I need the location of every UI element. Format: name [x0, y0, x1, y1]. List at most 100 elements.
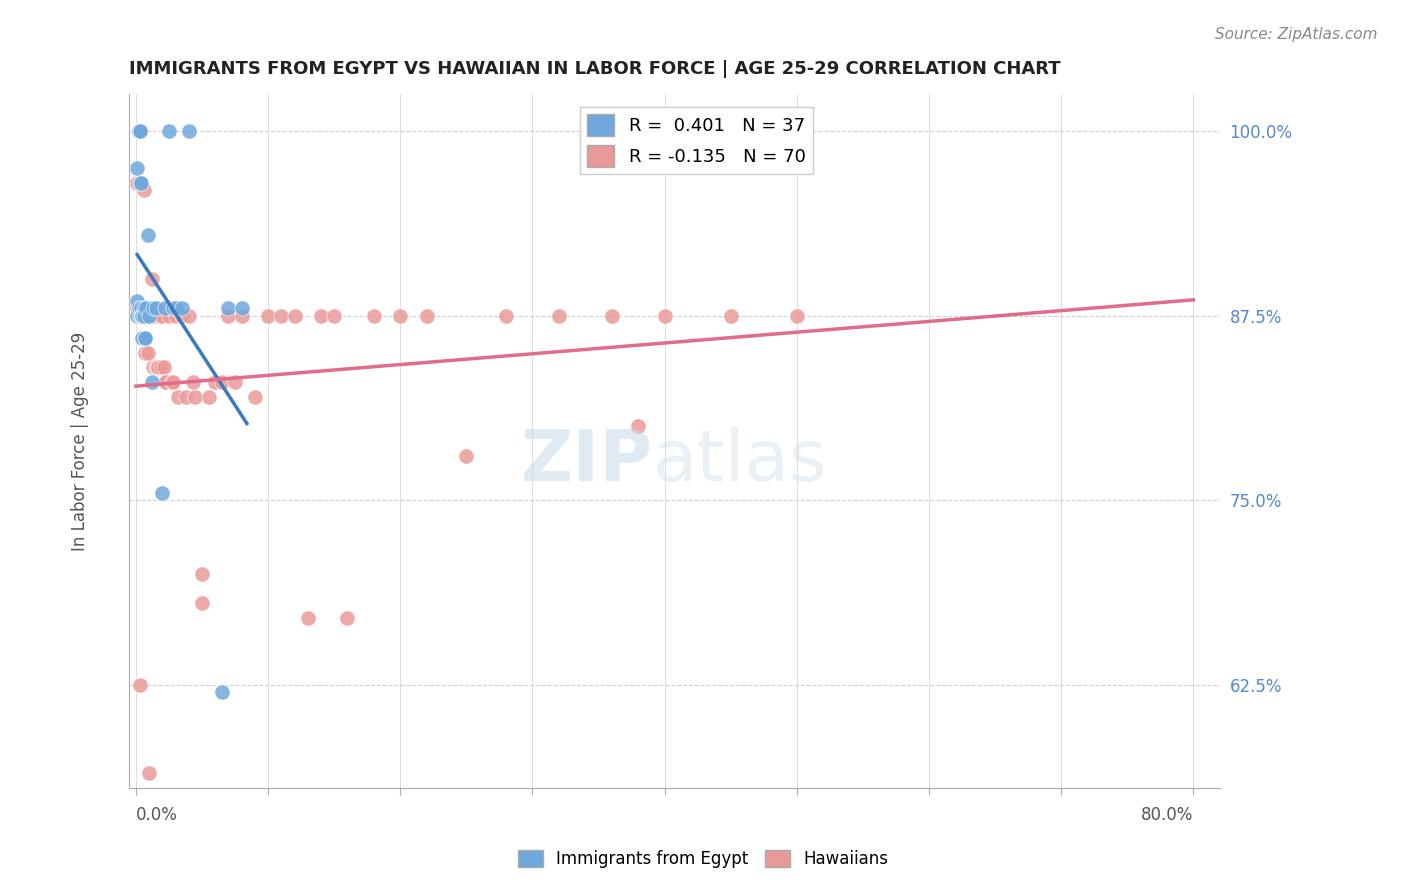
- Point: [211, 375, 233, 389]
- Point: [131, 309, 153, 323]
- Point: [128, 124, 150, 138]
- Point: [153, 301, 176, 316]
- Point: [211, 685, 233, 699]
- Text: ZIP: ZIP: [520, 427, 652, 497]
- Point: [177, 309, 200, 323]
- Point: [135, 301, 157, 316]
- Point: [149, 309, 172, 323]
- Point: [160, 375, 183, 389]
- Point: [150, 360, 173, 375]
- Point: [654, 309, 676, 323]
- Point: [145, 360, 167, 375]
- Point: [142, 360, 165, 375]
- Point: [181, 375, 204, 389]
- Point: [217, 309, 239, 323]
- Legend: Immigrants from Egypt, Hawaiians: Immigrants from Egypt, Hawaiians: [510, 843, 896, 875]
- Point: [128, 309, 150, 323]
- Point: [157, 124, 180, 138]
- Point: [177, 124, 200, 138]
- Point: [131, 309, 153, 323]
- Point: [131, 309, 153, 323]
- Point: [138, 309, 160, 323]
- Point: [217, 301, 239, 316]
- Point: [142, 301, 165, 316]
- Point: [128, 309, 150, 323]
- Point: [131, 301, 153, 316]
- Point: [132, 309, 155, 323]
- Point: [127, 293, 149, 308]
- Legend: R =  0.401   N = 37, R = -0.135   N = 70: R = 0.401 N = 37, R = -0.135 N = 70: [579, 107, 813, 175]
- Point: [627, 419, 650, 434]
- Point: [145, 301, 167, 316]
- Point: [128, 301, 150, 316]
- Point: [142, 309, 165, 323]
- Point: [720, 309, 742, 323]
- Point: [184, 390, 207, 404]
- Point: [128, 301, 150, 316]
- Point: [128, 124, 150, 138]
- Point: [323, 309, 346, 323]
- Text: atlas: atlas: [652, 427, 827, 497]
- Point: [127, 176, 149, 190]
- Point: [197, 390, 219, 404]
- Point: [143, 309, 166, 323]
- Point: [243, 390, 266, 404]
- Text: 80.0%: 80.0%: [1142, 805, 1194, 823]
- Point: [132, 183, 155, 197]
- Point: [174, 390, 197, 404]
- Point: [135, 309, 157, 323]
- Point: [309, 309, 332, 323]
- Point: [129, 301, 152, 316]
- Text: 0.0%: 0.0%: [136, 805, 177, 823]
- Point: [148, 360, 170, 375]
- Text: In Labor Force | Age 25-29: In Labor Force | Age 25-29: [72, 332, 89, 551]
- Point: [600, 309, 623, 323]
- Point: [150, 309, 173, 323]
- Point: [162, 301, 184, 316]
- Point: [128, 309, 150, 323]
- Point: [128, 176, 150, 190]
- Point: [257, 309, 280, 323]
- Point: [127, 161, 149, 176]
- Point: [191, 597, 214, 611]
- Point: [141, 375, 163, 389]
- Point: [389, 309, 412, 323]
- Point: [136, 227, 159, 242]
- Point: [138, 766, 160, 780]
- Text: IMMIGRANTS FROM EGYPT VS HAWAIIAN IN LABOR FORCE | AGE 25-29 CORRELATION CHART: IMMIGRANTS FROM EGYPT VS HAWAIIAN IN LAB…: [129, 60, 1062, 78]
- Point: [336, 611, 359, 625]
- Text: Source: ZipAtlas.com: Source: ZipAtlas.com: [1215, 27, 1378, 42]
- Point: [129, 309, 152, 323]
- Point: [363, 309, 385, 323]
- Point: [131, 331, 153, 345]
- Point: [134, 331, 156, 345]
- Point: [786, 309, 808, 323]
- Point: [141, 272, 163, 286]
- Point: [129, 309, 152, 323]
- Point: [548, 309, 571, 323]
- Point: [134, 331, 156, 345]
- Point: [172, 301, 194, 316]
- Point: [167, 390, 190, 404]
- Point: [127, 309, 149, 323]
- Point: [150, 486, 173, 500]
- Point: [127, 301, 149, 316]
- Point: [191, 566, 214, 581]
- Point: [157, 309, 180, 323]
- Point: [132, 301, 155, 316]
- Point: [139, 309, 162, 323]
- Point: [415, 309, 437, 323]
- Point: [128, 124, 150, 138]
- Point: [153, 375, 176, 389]
- Point: [297, 611, 319, 625]
- Point: [128, 678, 150, 692]
- Point: [204, 375, 226, 389]
- Point: [224, 375, 246, 389]
- Point: [129, 176, 152, 190]
- Point: [231, 309, 253, 323]
- Point: [283, 309, 305, 323]
- Point: [456, 449, 478, 463]
- Point: [165, 309, 187, 323]
- Point: [155, 375, 177, 389]
- Point: [495, 309, 517, 323]
